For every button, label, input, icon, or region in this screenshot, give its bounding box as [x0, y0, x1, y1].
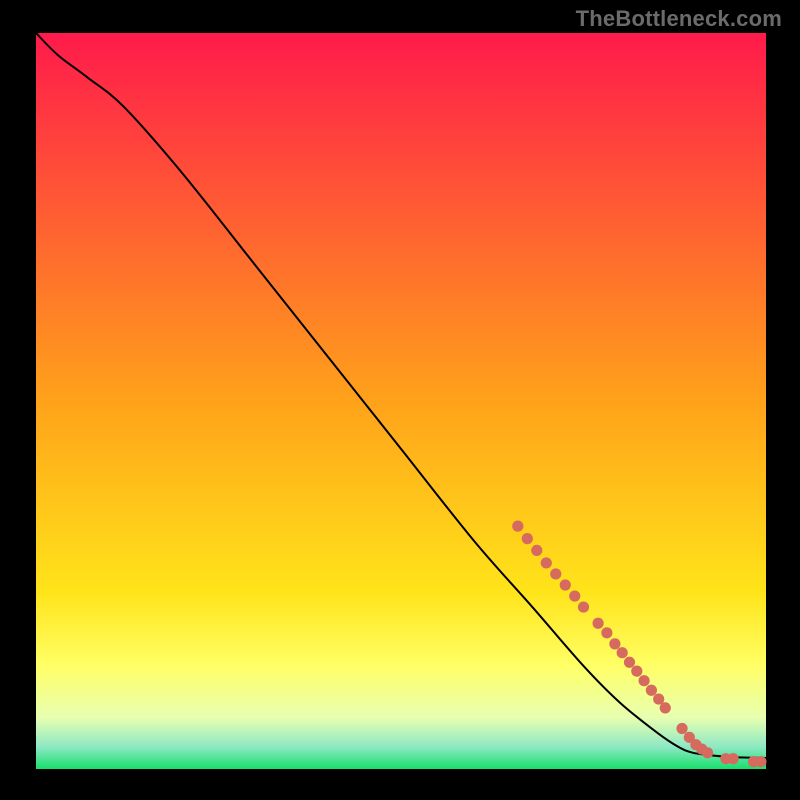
data-dot: [631, 666, 642, 677]
data-dot: [550, 568, 561, 579]
data-dot: [601, 627, 612, 638]
data-dot: [609, 638, 620, 649]
data-dot: [755, 756, 766, 767]
data-dot: [512, 521, 523, 532]
chart-svg: [0, 0, 800, 800]
data-dot: [593, 618, 604, 629]
data-dot: [660, 702, 671, 713]
bottleneck-curve: [36, 33, 766, 758]
data-dot: [676, 723, 687, 734]
data-dot: [541, 557, 552, 568]
watermark-text: TheBottleneck.com: [576, 6, 782, 32]
data-dot: [702, 747, 713, 758]
data-dot: [624, 657, 635, 668]
data-dot: [617, 647, 628, 658]
data-dot: [531, 545, 542, 556]
data-dot: [578, 601, 589, 612]
data-dot: [638, 675, 649, 686]
curve-data-dots: [512, 521, 766, 768]
data-dot: [569, 590, 580, 601]
data-dot: [728, 753, 739, 764]
data-dot: [646, 685, 657, 696]
data-dot: [522, 533, 533, 544]
data-dot: [560, 579, 571, 590]
